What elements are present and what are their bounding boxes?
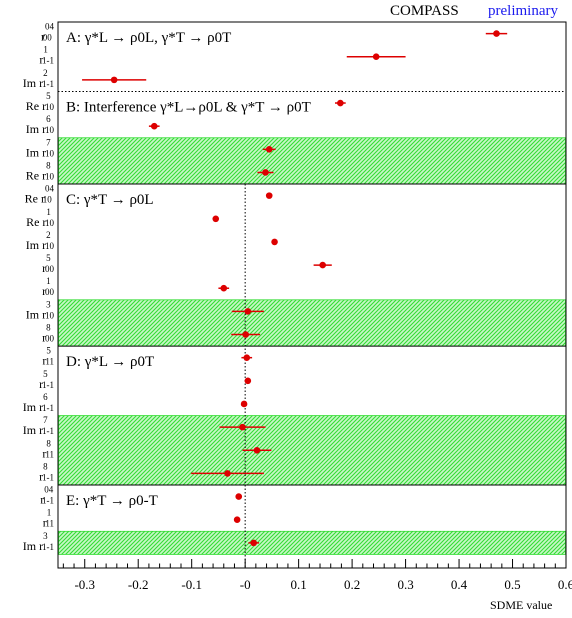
data-point — [372, 53, 380, 61]
data-point — [242, 331, 249, 338]
x-tick-label: 0.2 — [344, 577, 360, 592]
data-point — [244, 377, 252, 385]
row-label: Im r3 1-1 — [23, 531, 54, 553]
row-label: Im r7 10 — [26, 137, 55, 159]
row-label: Re r1 10 — [26, 207, 54, 229]
row-label: r5 00 — [42, 253, 54, 275]
systematics-band — [58, 299, 566, 347]
x-tick-label: -0 — [240, 577, 251, 592]
row-label: r5 1-1 — [39, 369, 54, 391]
data-point — [244, 308, 252, 315]
data-point — [319, 261, 326, 269]
x-tick-label: 0.5 — [504, 577, 520, 592]
data-point — [235, 493, 243, 500]
data-point — [253, 446, 261, 454]
data-point — [224, 470, 231, 477]
group-title-D: D: γ*L → ρ0T — [66, 354, 154, 370]
data-point — [240, 400, 248, 408]
group-title-A: A: γ*L → ρ0L, γ*T → ρ0T — [66, 30, 231, 46]
data-point — [265, 192, 273, 199]
x-tick-label: -0.2 — [128, 577, 149, 592]
row-label: r1 1-1 — [39, 45, 54, 67]
x-tick-label: 0.1 — [291, 577, 307, 592]
status-label: preliminary — [488, 3, 558, 19]
row-label: Im r6 10 — [26, 114, 55, 136]
data-point — [110, 76, 118, 84]
systematics-band — [58, 415, 566, 486]
x-tick-label: 0.6 — [558, 577, 572, 592]
data-point — [265, 146, 273, 153]
group-title-C: C: γ*T → ρ0L — [66, 192, 154, 208]
x-axis-title: SDME value — [490, 598, 553, 612]
row-label: r8 1-1 — [39, 461, 54, 483]
systematics-band — [58, 530, 566, 555]
data-point — [243, 354, 251, 361]
row-label: r04 00 — [41, 22, 55, 44]
x-tick-label: -0.3 — [74, 577, 95, 592]
data-point — [262, 169, 269, 176]
data-point — [220, 284, 228, 292]
data-point — [271, 238, 278, 246]
systematics-band — [58, 137, 566, 185]
experiment-label: COMPASS — [390, 3, 459, 19]
row-label: Im r7 1-1 — [23, 415, 54, 437]
row-label: r8 11 — [42, 438, 54, 460]
row-label: r1 11 — [43, 508, 54, 530]
data-point — [150, 122, 158, 130]
row-label: Re r04 10 — [25, 184, 55, 206]
row-label: r5 11 — [42, 346, 54, 368]
x-tick-label: -0.1 — [181, 577, 202, 592]
row-label: Re r5 10 — [26, 91, 55, 113]
x-tick-label: 0.4 — [451, 577, 468, 592]
group-title-B: B: Interference γ*L→ρ0L & γ*T → ρ0T — [66, 99, 311, 115]
row-label: Im r2 10 — [26, 230, 55, 252]
row-label: r1 00 — [42, 276, 54, 298]
group-title-E: E: γ*T → ρ0-T — [66, 493, 158, 509]
data-point — [250, 539, 258, 547]
row-label: Re r8 10 — [26, 160, 55, 182]
row-label: r8 00 — [42, 323, 54, 345]
row-label: Im r2 1-1 — [23, 68, 54, 90]
row-label: Im r6 1-1 — [23, 392, 54, 414]
plot-frame — [57, 21, 567, 569]
row-label: r04 1-1 — [40, 485, 54, 507]
x-tick-label: 0.3 — [397, 577, 413, 592]
data-point — [493, 30, 500, 37]
data-point — [212, 215, 220, 223]
data-point — [239, 423, 246, 431]
row-label: Im r3 10 — [26, 299, 55, 321]
data-point — [233, 516, 241, 524]
data-point — [337, 99, 344, 107]
